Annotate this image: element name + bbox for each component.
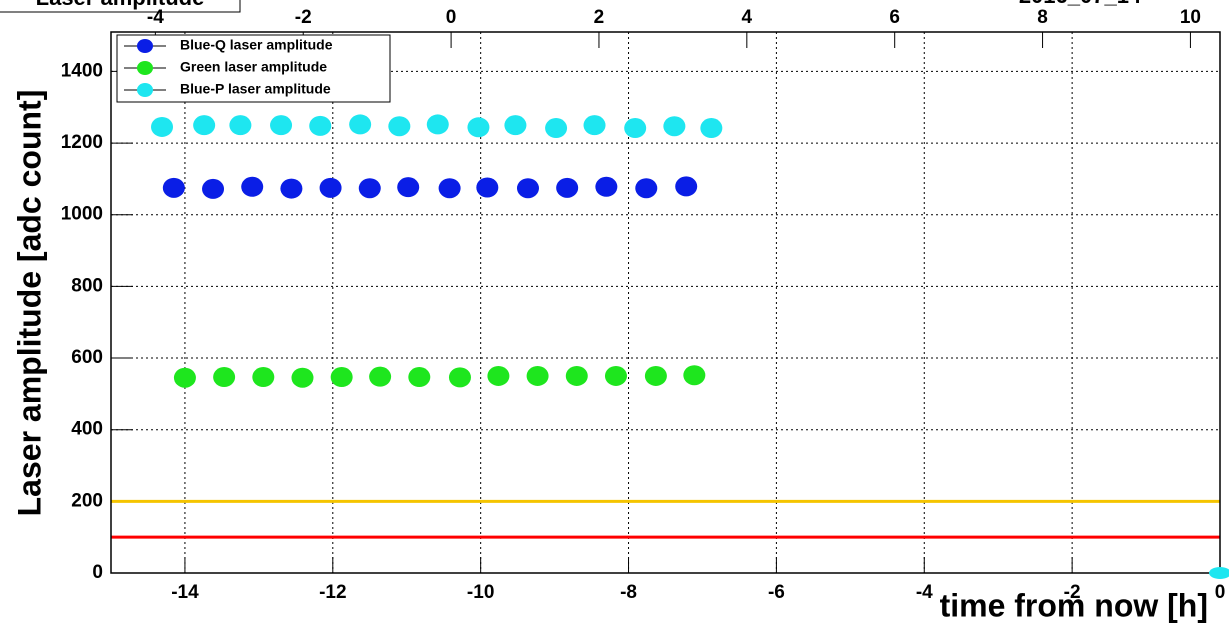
data-point bbox=[397, 177, 420, 198]
data-point bbox=[556, 177, 579, 198]
data-point bbox=[151, 116, 174, 137]
y-tick-label: 1000 bbox=[61, 204, 103, 225]
data-point bbox=[476, 177, 499, 198]
data-point bbox=[675, 176, 698, 197]
data-point bbox=[487, 365, 510, 386]
date-label: 2016_07_14 bbox=[1019, 0, 1142, 8]
data-point bbox=[270, 115, 293, 136]
data-point bbox=[604, 365, 627, 386]
x2-tick-label: 8 bbox=[1037, 7, 1048, 28]
x2-tick-label: -2 bbox=[295, 7, 312, 28]
y-tick-label: 0 bbox=[92, 562, 103, 583]
x2-tick-label: 2 bbox=[594, 7, 605, 28]
data-point bbox=[504, 115, 527, 136]
data-point bbox=[319, 177, 342, 198]
y-tick-label: 200 bbox=[71, 490, 103, 511]
data-point bbox=[624, 118, 647, 139]
data-point bbox=[193, 115, 216, 136]
y-axis-label: Laser amplitude [adc count] bbox=[11, 90, 47, 517]
data-point bbox=[1209, 567, 1229, 579]
data-point bbox=[202, 178, 225, 199]
data-point bbox=[241, 176, 264, 197]
data-point bbox=[291, 367, 314, 388]
data-point bbox=[644, 365, 667, 386]
data-point bbox=[388, 116, 411, 137]
x-tick-label: -6 bbox=[768, 582, 785, 603]
data-point bbox=[467, 117, 490, 138]
data-point bbox=[448, 367, 471, 388]
data-point bbox=[565, 365, 588, 386]
x-tick-label: -12 bbox=[319, 582, 346, 603]
x2-tick-label: -4 bbox=[147, 7, 164, 28]
data-point bbox=[526, 365, 549, 386]
legend-marker bbox=[137, 83, 153, 97]
legend-marker bbox=[137, 39, 153, 53]
data-point bbox=[280, 178, 303, 199]
y-tick-label: 1400 bbox=[61, 60, 103, 81]
x2-tick-label: 10 bbox=[1180, 7, 1201, 28]
data-point bbox=[213, 367, 236, 388]
legend-label: Blue-P laser amplitude bbox=[180, 81, 331, 97]
x-tick-label: -4 bbox=[916, 582, 933, 603]
x-tick-label: -14 bbox=[171, 582, 199, 603]
data-point bbox=[635, 178, 658, 199]
data-point bbox=[583, 115, 606, 136]
data-point bbox=[349, 114, 372, 135]
data-point bbox=[700, 118, 723, 139]
data-point bbox=[408, 367, 431, 388]
data-point bbox=[309, 115, 332, 136]
data-point bbox=[663, 116, 686, 137]
data-point bbox=[369, 366, 392, 387]
data-point bbox=[330, 367, 353, 388]
data-point bbox=[252, 367, 275, 388]
data-point bbox=[358, 178, 381, 199]
data-point bbox=[229, 115, 252, 136]
y-tick-label: 1200 bbox=[61, 132, 103, 153]
legend-label: Blue-Q laser amplitude bbox=[180, 37, 333, 53]
legend: Blue-Q laser amplitude Green laser amplit… bbox=[116, 34, 391, 103]
x-tick-label: -10 bbox=[467, 582, 494, 603]
x-tick-label: 0 bbox=[1215, 582, 1226, 603]
data-point bbox=[438, 178, 461, 199]
y-tick-label: 800 bbox=[71, 275, 103, 296]
data-point bbox=[595, 176, 618, 197]
x2-tick-label: 0 bbox=[446, 7, 457, 28]
title-box bbox=[0, 0, 241, 13]
plot-frame bbox=[110, 31, 1221, 574]
y-tick-label: 600 bbox=[71, 347, 103, 368]
data-point bbox=[173, 367, 196, 388]
data-point bbox=[545, 118, 568, 139]
data-point bbox=[426, 114, 449, 135]
legend-marker bbox=[137, 61, 153, 75]
data-point bbox=[683, 365, 706, 386]
y-tick-label: 400 bbox=[71, 419, 103, 440]
data-point bbox=[162, 177, 185, 198]
x-tick-label: -2 bbox=[1064, 582, 1081, 603]
chart-title: Laser amplitude bbox=[36, 0, 205, 10]
x2-tick-label: 6 bbox=[889, 7, 900, 28]
legend-label: Green laser amplitude bbox=[180, 59, 327, 75]
data-point bbox=[516, 178, 539, 199]
x-axis-label: time from now [h] bbox=[940, 587, 1208, 623]
x-tick-label: -8 bbox=[620, 582, 637, 603]
x2-tick-label: 4 bbox=[742, 7, 753, 28]
